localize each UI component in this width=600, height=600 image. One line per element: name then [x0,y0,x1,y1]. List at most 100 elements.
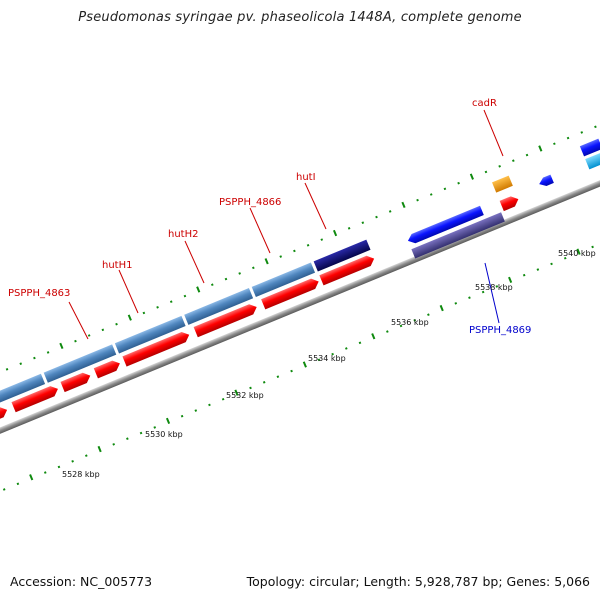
tick-dot [97,445,102,453]
tick-dot [361,221,365,225]
tick-dot [468,296,471,300]
tick-dot [375,215,378,219]
tick-dot [71,459,74,463]
tick-dot [165,417,171,425]
tick-dot [33,356,36,360]
outer-tick-dots [5,125,597,371]
tick-dot [495,285,499,288]
tick-dot [498,164,501,168]
tick-label: 5532 kbp [226,391,264,400]
gene-labels: PSPPH_4863 hutH1 hutH2 PSPPH_4866 hutI c… [8,98,531,336]
tick-dot [29,474,34,481]
tick-dot [276,375,280,378]
tick-dot [183,294,187,298]
tick-label: 5538 kbp [475,283,513,292]
tick-dot [427,313,430,316]
cds-arrow [0,407,8,423]
leader-pspph-4866 [249,207,271,254]
tick-dot [59,342,64,350]
tick-dot [234,389,239,396]
gene-label: PSPPH_4866 [219,197,281,208]
feature-block [313,239,371,272]
tick-dot [512,159,515,162]
tick-dot [306,243,310,247]
tick-dot [139,431,143,435]
tick-dot [333,229,338,237]
inner-tick-dots [2,245,594,491]
cds-arrow [93,360,120,379]
tick-dot [439,304,444,312]
label-leaders [68,109,504,340]
tick-dot [386,330,389,333]
gene-label: PSPPH_4869 [469,325,531,336]
tick-dot [142,311,146,315]
tick-dot [371,333,376,340]
tick-dot [388,210,392,213]
cds-arrow [193,304,257,338]
genome-summary: Topology: circular; Length: 5,928,787 bp… [246,574,590,589]
tick-dot [112,443,115,446]
tick-dot [16,482,20,486]
cds-arrow [60,372,91,393]
tick-dot [238,272,241,275]
tick-dot [115,322,118,326]
feature-block [251,262,316,298]
tick-dot [429,193,433,196]
tick-dot [249,386,252,390]
tick-dot [358,341,362,345]
tick-dot [580,131,584,134]
tick-dot [126,437,129,441]
tick-dot [46,351,50,354]
feature-block [492,175,513,193]
tick-dot [252,266,255,270]
tick-dot [43,471,47,474]
tick-dot [508,276,513,284]
tick-label: 5534 kbp [308,354,346,363]
genome-band [0,125,600,491]
tick-label: 5540 kbp [558,249,596,258]
tick-label: 5530 kbp [145,430,183,439]
tick-dot [481,290,485,294]
tick-dot [344,347,348,350]
tick-dot [194,409,198,412]
tick-dot [224,277,228,281]
tick-label: 5528 kbp [62,470,100,479]
tick-dot [454,302,458,305]
feature-block [184,288,254,325]
feature-block [114,315,186,354]
tick-dot [221,397,225,401]
tick-dot [264,258,269,265]
tick-dot [262,381,266,384]
tick-dot [87,334,91,337]
tick-dot [522,273,526,277]
tick-dot [293,249,296,253]
tick-dot [331,352,334,356]
tick-dot [416,198,419,202]
tick-dot [210,283,214,287]
accession-text: Accession: NC_005773 [10,574,153,589]
coordinate-labels: 5528 kbp 5530 kbp 5532 kbp 5534 kbp 5536… [62,249,596,479]
leader-huth2 [184,240,205,284]
tick-dot [279,255,283,258]
gene-label: hutH1 [102,260,132,271]
tick-dot [469,173,474,180]
tick-dot [591,245,594,249]
tick-dot [156,305,159,309]
tick-dot [208,403,211,407]
map-title: Pseudomonas syringae pv. phaseolicola 14… [78,10,522,25]
tick-dot [550,262,553,266]
leader-huti [304,182,327,230]
tick-dot [538,145,543,152]
gene-label: hutH2 [168,229,198,240]
cds-arrow [261,278,319,310]
genome-backbone [0,167,600,447]
tick-dot [536,268,540,271]
tick-dot [5,368,9,371]
gene-arrow [407,205,484,244]
cds-track [0,174,554,423]
tick-dot [85,454,88,457]
tick-dot [399,324,403,328]
gene-label: cadR [472,98,497,109]
feature-block [43,344,117,383]
